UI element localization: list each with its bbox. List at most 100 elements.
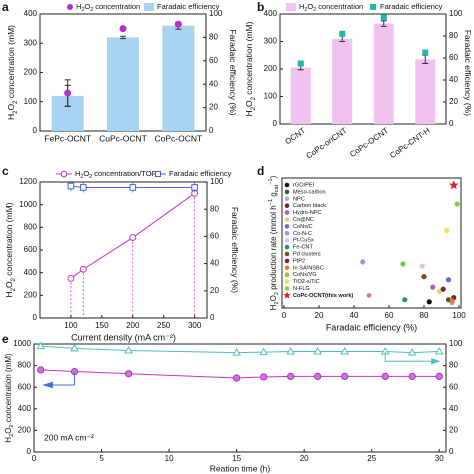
panel-d-xtick-label: 100 [452,311,466,320]
panel-e-annotation: 200 mA cm⁻² [44,432,94,442]
legend-faradaic-marker [370,4,376,10]
legend-marker [284,265,290,271]
concentration-point [64,89,72,97]
chart_data.0-y2tick-label: 60 [209,56,218,65]
legend-label: CoNx/VG [293,272,317,278]
chart_data.2-ytick-label: 600 [24,245,38,254]
chart_data.4-y2tick-label: 60 [449,382,458,391]
chart_data.0-ytick-label: 300 [24,38,38,47]
panel-e-frame [33,343,447,453]
legend-marker [284,244,290,250]
panel-d-xtick-label: 0 [282,311,287,320]
panel-e-xtick-label: 25 [367,454,376,463]
panel-c-xtick-label: 250 [157,321,171,330]
legend-faradaic-label: Faradaic efficiency [169,169,232,178]
legend-marker [284,182,290,188]
legend-marker [284,237,290,243]
legend-marker [284,272,290,278]
panel-label: e [2,332,9,346]
scatter-point [449,298,455,304]
concentration-point [233,374,241,382]
concentration-point [79,265,87,273]
faradaic-point [286,347,296,355]
panel-b-category-label: CoPc-CNT-H [388,126,432,160]
concentration-point [381,372,389,380]
legend-label: CoNx/C [293,224,313,230]
faradaic-point [191,184,198,191]
legend-label: In SA/NSBC [293,265,324,271]
panel-a-y2label: Faradaic efficiency (%) [228,29,238,115]
panel-a-category-label: CuPc-OCNT [99,133,147,143]
faradaic-point [259,347,269,356]
chart_data.0-ytick-label: 100 [24,97,38,106]
concentration-bar [373,23,394,124]
concentration-point [260,373,268,381]
legend-label: Hydro-NPC [293,210,322,216]
chart_data.0-ytick-label: 200 [24,68,38,77]
scatter-point [402,297,408,303]
panel-c-y2label: Faradaic efficiency (%) [230,207,240,293]
chart_data.0-y2tick-label: 0 [209,126,214,135]
faradaic-point [339,30,346,37]
legend-concentration-marker [286,3,296,11]
left-axis-arrow [47,372,76,386]
faradaic-point [124,345,133,354]
faradaic-point [434,347,444,355]
panel-label: a [2,0,9,14]
panel-e-xtick-label: 20 [300,454,309,463]
legend-marker [284,224,290,229]
chart_data.1-ytick-label: 400 [264,9,278,18]
legend-concentration-marker [60,170,68,178]
legend-faradaic-label: Faradaic efficiency [157,2,220,11]
faradaic-point [422,49,429,56]
legend-marker [284,210,290,215]
chart_data.2-ytick-label: 200 [24,290,38,299]
faradaic-point [79,184,87,191]
concentration-point [341,372,349,380]
chart_data.1-ytick-label: 100 [264,92,278,101]
panel-e-ylabel: H2O2 concentration (mM) [4,353,15,443]
panel-d-xlabel: Faradaic efficiency (%) [326,322,417,332]
chart_data.2-y2tick-label: 100 [210,177,224,186]
panel-b-category-label: OCNT [283,126,307,146]
legend-concentration-label: H2O2 concentration [299,2,363,13]
concentration-point [314,372,322,380]
chart_data.4-y2tick-label: 0 [449,447,454,456]
chart_data.1-y2tick-label: 80 [449,31,458,40]
legend-label: rGO/PEI [293,182,315,188]
chart_data.1-y2tick-label: 40 [449,75,458,84]
scatter-point [454,201,460,207]
panel-a-ylabel: H2O2 concentration (mM) [6,25,18,120]
scatter-point [360,259,366,265]
legend-label: NPC [293,196,305,202]
faradaic-point [340,347,350,355]
legend-marker [284,231,290,236]
concentration-point [67,274,75,282]
concentration-point [129,234,137,242]
legend-marker [284,258,290,264]
chart_data.4-y2tick-label: 40 [449,404,458,413]
chart_data.2-y2tick-label: 0 [210,313,215,322]
chart_data.4-ytick-label: 0 [27,447,32,456]
panel-d-xtick-label: 20 [315,311,324,320]
panel-c-xtick-label: 300 [188,321,202,330]
panel-e-xtick-label: 10 [165,454,174,463]
faradaic-point [70,343,79,352]
panel-a-category-label: FePc-OCNT [44,133,91,143]
legend-marker [284,217,290,222]
faradaic-point [380,14,387,21]
chart_data.0-y2tick-label: 40 [209,79,218,88]
panel-label: c [2,164,9,178]
chart_data.2-ytick-label: 800 [24,222,38,231]
scatter-point [421,274,427,280]
chart_data.1-ytick-label: 300 [264,37,278,46]
panel-e-xtick-label: 15 [232,454,241,463]
right-axis-arrow [384,351,436,362]
concentration-point [119,25,127,33]
panel-d-frame [281,177,462,309]
concentration-bar [332,38,353,124]
legend-marker [284,279,290,284]
panel-c-ylabel: H2O2 concentration (mM) [4,202,16,297]
panel-e-xtick-label: 0 [32,454,37,463]
chart_data.4-ytick-label: 800 [18,361,32,370]
